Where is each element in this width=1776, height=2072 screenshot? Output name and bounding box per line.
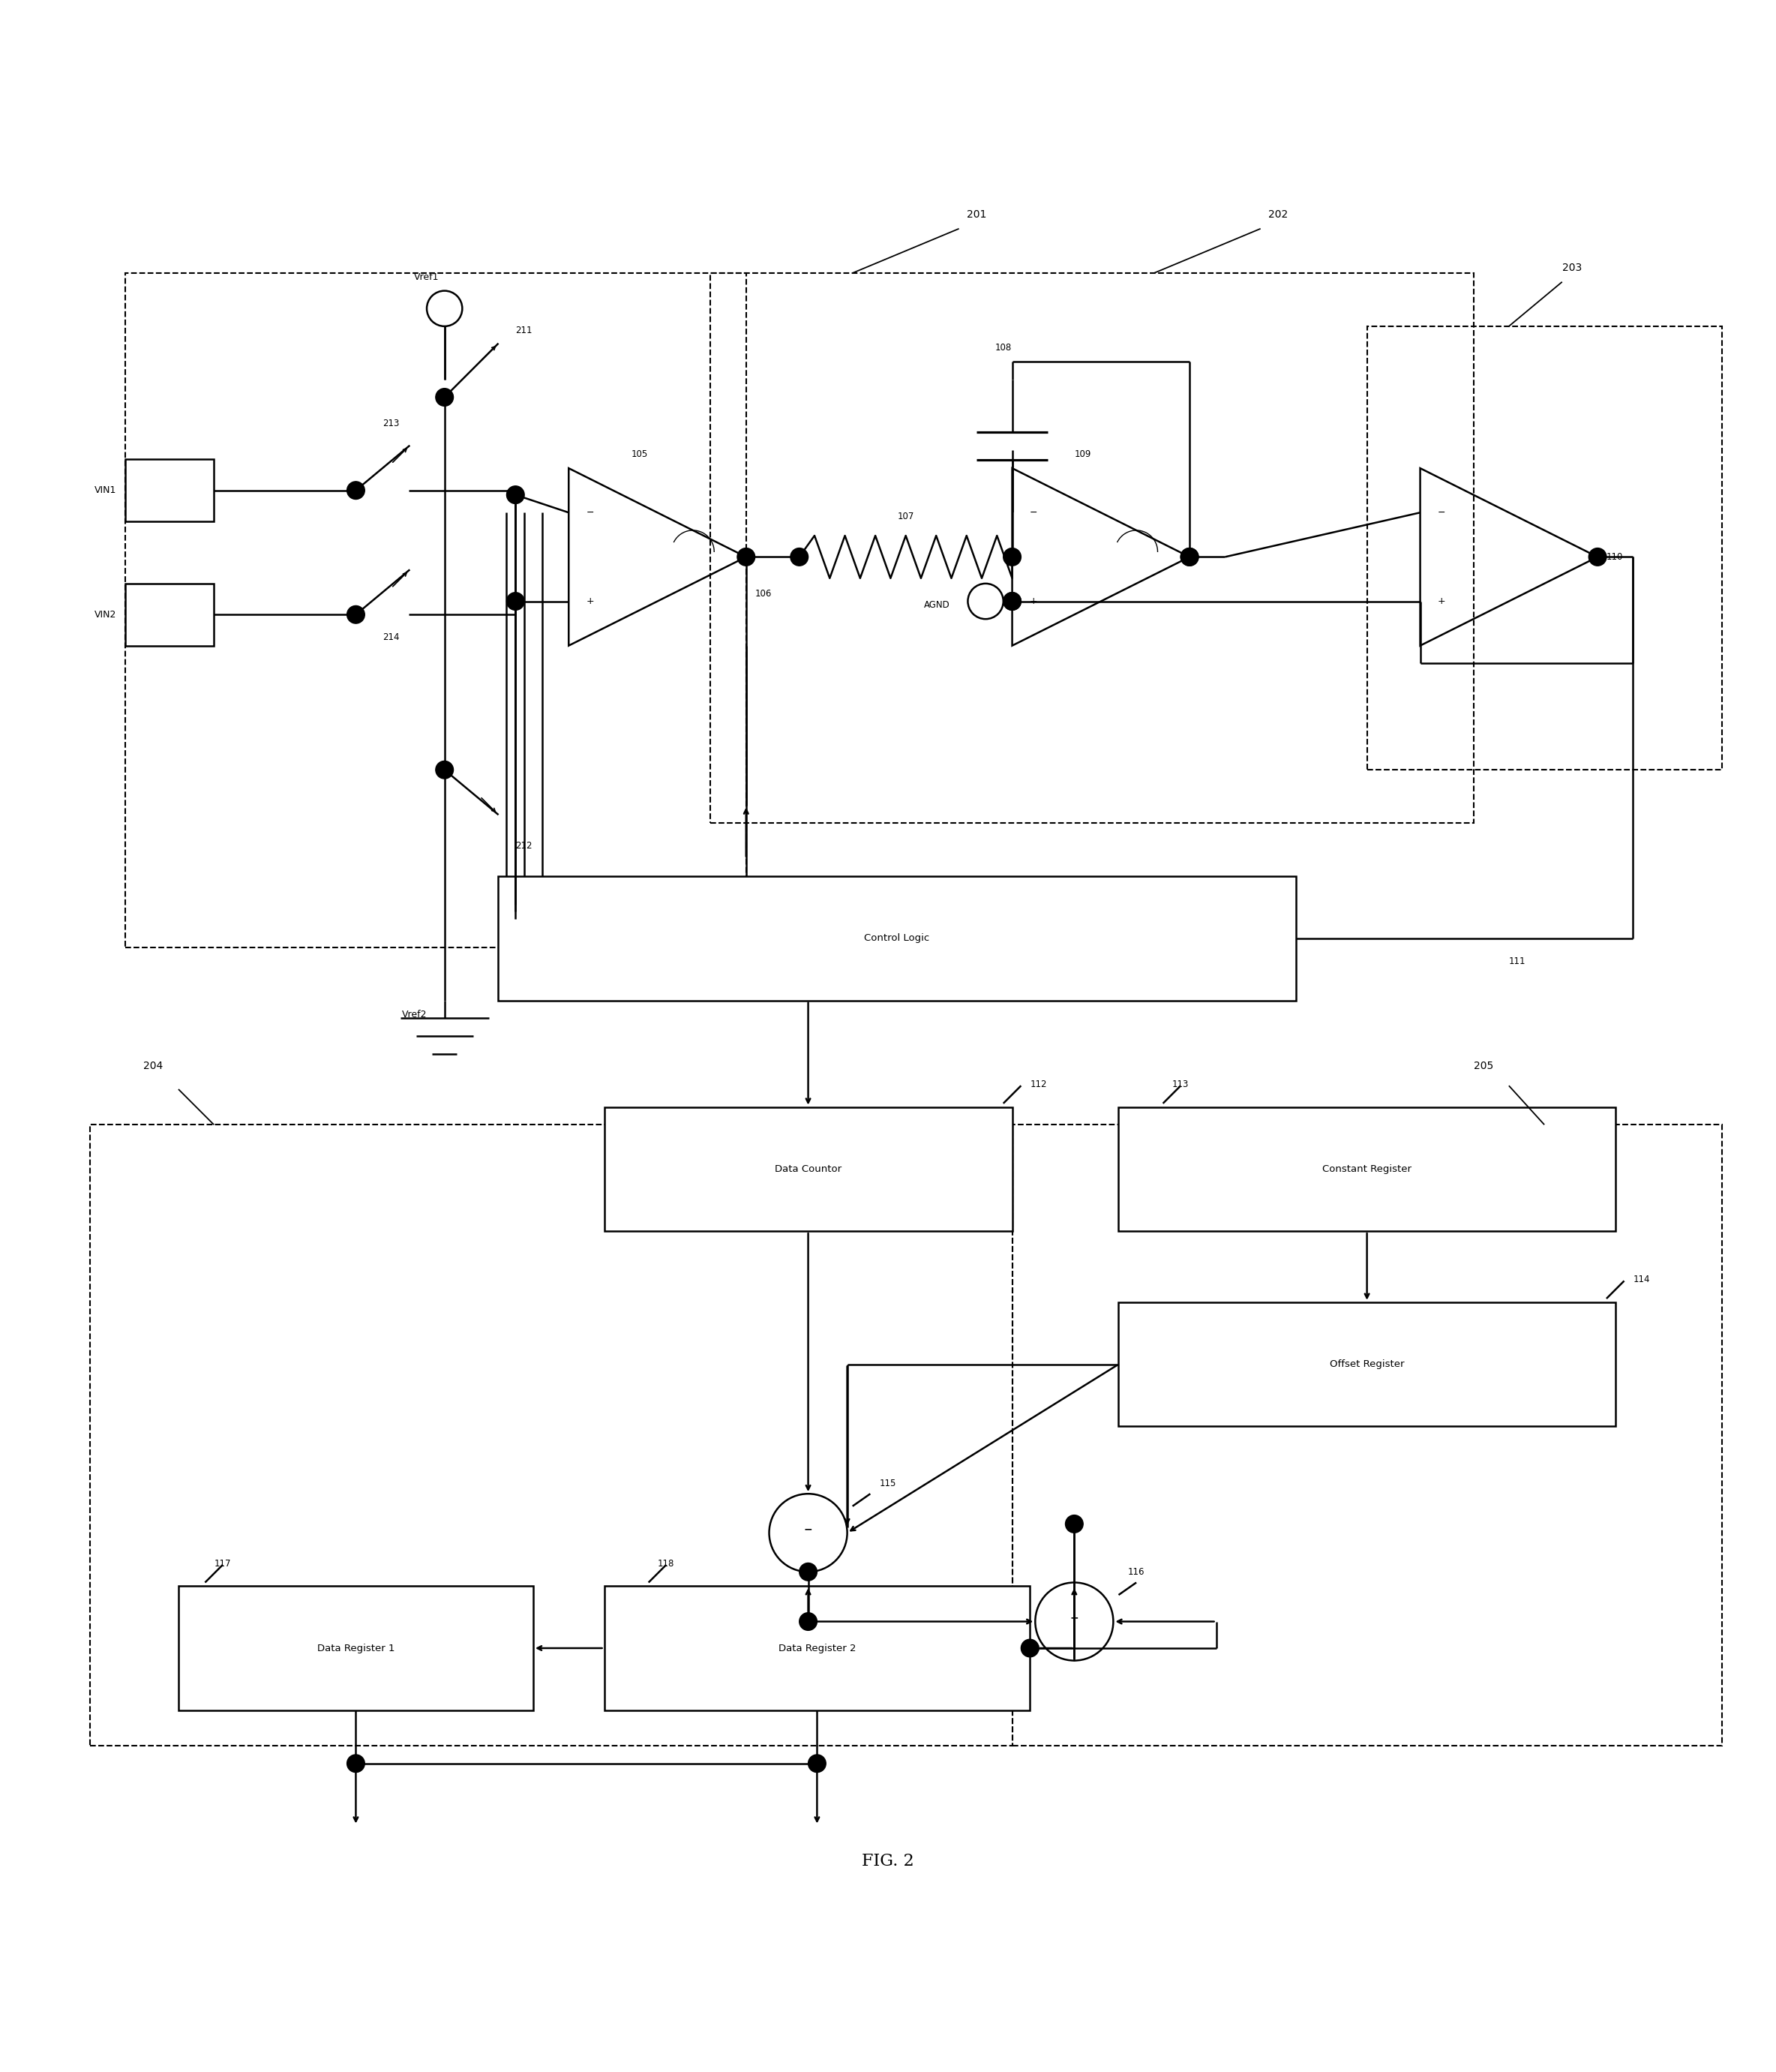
Bar xyxy=(126,274,746,947)
Text: +: + xyxy=(1030,597,1037,607)
Text: Vref2: Vref2 xyxy=(401,1009,426,1019)
Bar xyxy=(604,1585,1030,1709)
Bar xyxy=(1119,1301,1616,1426)
Text: Constant Register: Constant Register xyxy=(1323,1164,1412,1175)
Text: +: + xyxy=(1437,597,1446,607)
Bar xyxy=(126,460,213,522)
Circle shape xyxy=(1003,593,1021,609)
Text: 212: 212 xyxy=(515,841,533,852)
Text: −: − xyxy=(1437,508,1446,518)
Text: VIN2: VIN2 xyxy=(94,609,117,620)
Text: 205: 205 xyxy=(1474,1061,1494,1071)
Bar xyxy=(1368,325,1721,771)
Text: −: − xyxy=(1030,508,1037,518)
Circle shape xyxy=(1590,549,1607,566)
Text: 107: 107 xyxy=(897,512,915,522)
Text: 202: 202 xyxy=(1268,209,1288,220)
Circle shape xyxy=(737,549,755,566)
Text: 112: 112 xyxy=(1030,1080,1046,1090)
Text: 114: 114 xyxy=(1634,1274,1650,1285)
Text: 115: 115 xyxy=(879,1479,895,1488)
Text: Control Logic: Control Logic xyxy=(865,934,929,943)
Text: 109: 109 xyxy=(1074,450,1092,460)
Circle shape xyxy=(346,605,364,624)
Bar xyxy=(178,1585,533,1709)
Circle shape xyxy=(346,481,364,499)
Bar xyxy=(497,876,1296,1001)
Circle shape xyxy=(435,760,453,779)
Text: Data Register 1: Data Register 1 xyxy=(316,1643,394,1653)
Text: 203: 203 xyxy=(1563,263,1582,274)
Circle shape xyxy=(346,1755,364,1772)
Bar xyxy=(1012,1125,1721,1747)
Circle shape xyxy=(1181,549,1199,566)
Text: 108: 108 xyxy=(995,344,1012,352)
Bar xyxy=(710,274,1474,823)
Circle shape xyxy=(435,387,453,406)
Text: 213: 213 xyxy=(382,419,400,429)
Circle shape xyxy=(799,1612,817,1631)
Text: 118: 118 xyxy=(657,1558,675,1569)
Text: Data Countor: Data Countor xyxy=(774,1164,842,1175)
Text: 113: 113 xyxy=(1172,1080,1188,1090)
Circle shape xyxy=(1181,549,1199,566)
Text: Data Register 2: Data Register 2 xyxy=(778,1643,856,1653)
Circle shape xyxy=(808,1755,826,1772)
Text: 211: 211 xyxy=(515,325,533,336)
Text: −: − xyxy=(1069,1612,1078,1622)
Bar xyxy=(126,584,213,646)
Text: Vref1: Vref1 xyxy=(414,271,439,282)
Bar xyxy=(91,1125,1012,1747)
Circle shape xyxy=(506,593,524,609)
Text: 116: 116 xyxy=(1128,1566,1144,1577)
Text: 106: 106 xyxy=(755,588,773,599)
Circle shape xyxy=(1066,1515,1083,1533)
Circle shape xyxy=(1003,549,1021,566)
Text: 201: 201 xyxy=(966,209,987,220)
Circle shape xyxy=(1003,593,1021,609)
Circle shape xyxy=(790,549,808,566)
Text: AGND: AGND xyxy=(924,601,950,609)
Text: FIG. 2: FIG. 2 xyxy=(861,1852,915,1869)
Text: −: − xyxy=(805,1525,813,1535)
Circle shape xyxy=(799,1562,817,1581)
Text: 117: 117 xyxy=(213,1558,231,1569)
Circle shape xyxy=(506,487,524,503)
Bar xyxy=(1119,1106,1616,1231)
Text: 214: 214 xyxy=(382,632,400,642)
Text: 110: 110 xyxy=(1607,551,1623,562)
Text: −: − xyxy=(586,508,593,518)
Circle shape xyxy=(1021,1639,1039,1658)
Text: VIN1: VIN1 xyxy=(94,485,117,495)
Text: +: + xyxy=(586,597,593,607)
Text: 204: 204 xyxy=(142,1061,163,1071)
Text: 111: 111 xyxy=(1510,955,1526,966)
Text: 105: 105 xyxy=(630,450,648,460)
Bar xyxy=(604,1106,1012,1231)
Text: Offset Register: Offset Register xyxy=(1330,1359,1405,1370)
